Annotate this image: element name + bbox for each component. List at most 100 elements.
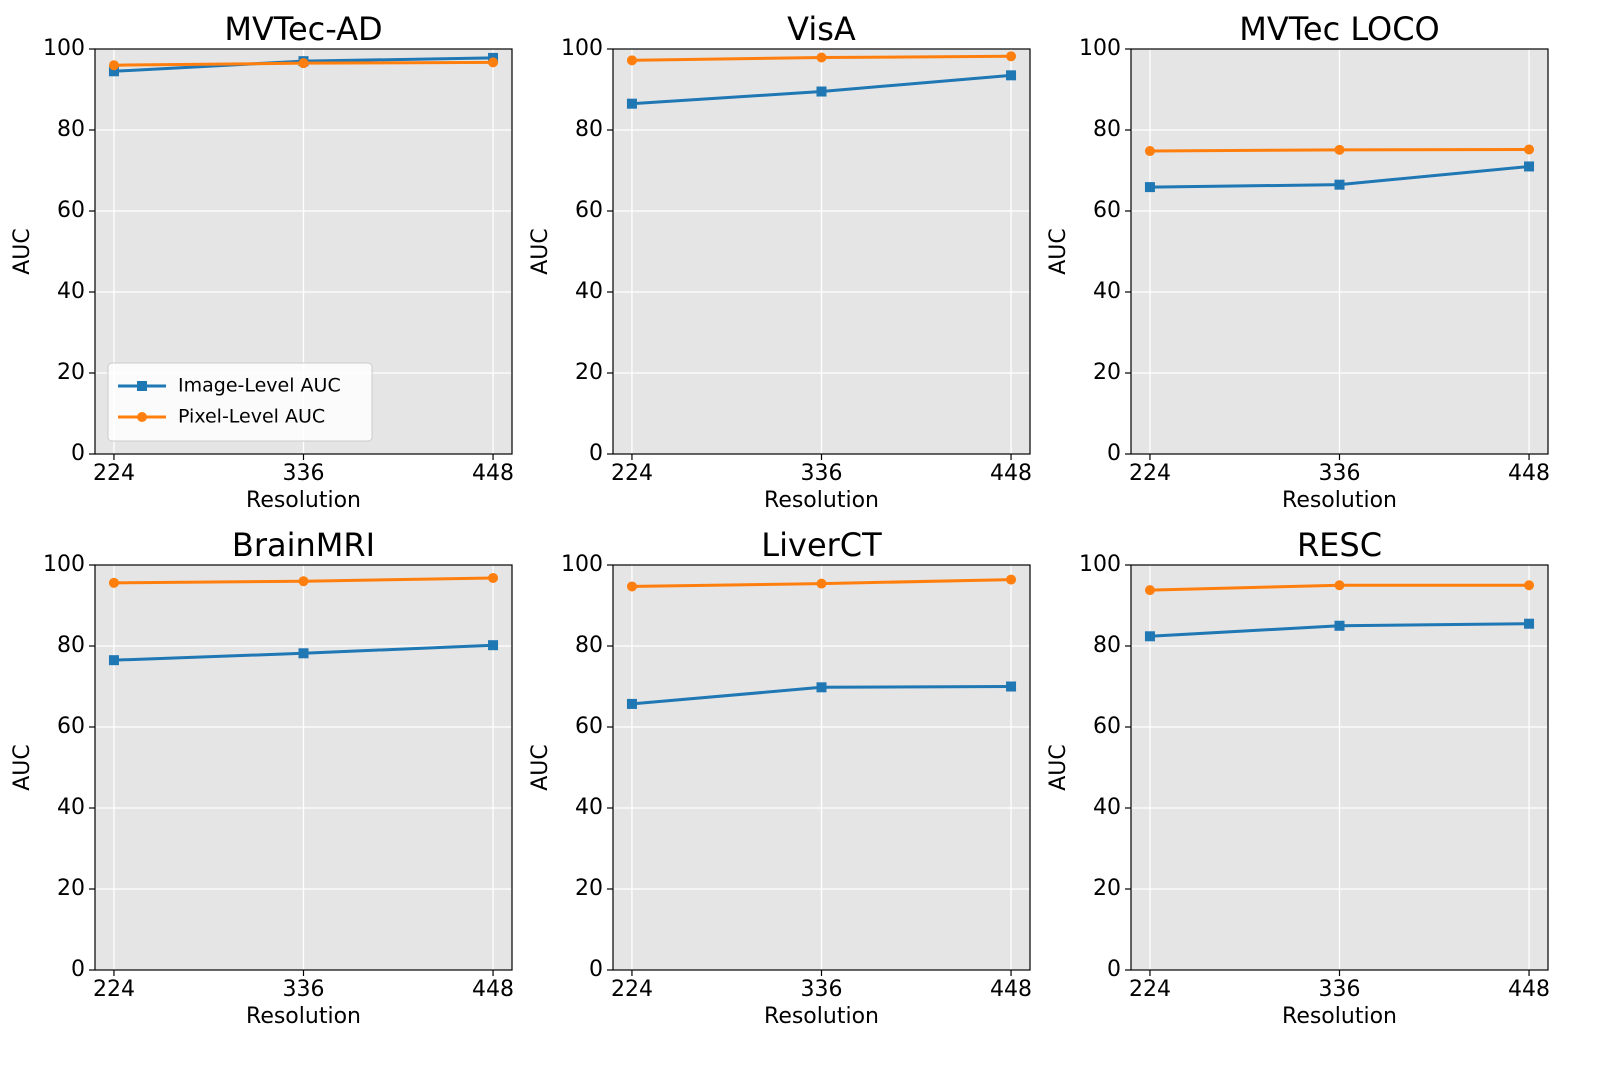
y-tick-label: 20	[1093, 360, 1121, 385]
marker	[626, 581, 637, 592]
marker	[488, 640, 499, 651]
y-tick-label: 60	[575, 198, 603, 223]
x-tick-label: 448	[472, 977, 514, 1002]
y-tick-label: 80	[57, 633, 85, 658]
y-tick-label: 100	[561, 552, 603, 577]
x-tick-label: 448	[472, 461, 514, 486]
marker	[1334, 580, 1345, 591]
y-tick-label: 0	[1107, 957, 1121, 982]
legend-box	[107, 362, 373, 442]
x-tick-label: 224	[93, 461, 135, 486]
marker	[1524, 580, 1535, 591]
y-tick-label: 40	[57, 795, 85, 820]
x-tick-label: 224	[611, 461, 653, 486]
y-tick-label: 0	[71, 441, 85, 466]
x-tick-label: 224	[93, 977, 135, 1002]
marker	[298, 576, 309, 587]
x-tick-label: 448	[1508, 461, 1550, 486]
y-tick-label: 20	[1093, 876, 1121, 901]
y-tick-label: 40	[575, 279, 603, 304]
axes-frame	[612, 564, 1031, 971]
marker	[108, 60, 119, 71]
marker	[816, 86, 827, 97]
marker	[626, 55, 637, 66]
y-tick-label: 80	[575, 633, 603, 658]
marker	[1006, 70, 1017, 81]
x-axis-label: Resolution	[1282, 1004, 1397, 1029]
marker	[298, 648, 309, 659]
x-axis-label: Resolution	[764, 488, 879, 513]
x-tick-label: 224	[1129, 461, 1171, 486]
marker	[816, 682, 827, 693]
y-axis-label: AUC	[10, 744, 35, 791]
marker	[1334, 620, 1345, 631]
y-axis-label: AUC	[528, 228, 553, 275]
x-tick-label: 448	[990, 977, 1032, 1002]
y-tick-label: 100	[43, 552, 85, 577]
chart-title: MVTec-AD	[224, 10, 382, 48]
x-tick-label: 336	[801, 461, 843, 486]
axes-frame	[612, 48, 1031, 455]
marker	[1334, 144, 1345, 155]
marker	[108, 655, 119, 666]
y-axis-label: AUC	[1046, 228, 1071, 275]
marker	[1524, 144, 1535, 155]
marker	[816, 52, 827, 63]
x-axis-label: Resolution	[246, 1004, 361, 1029]
marker	[1524, 161, 1535, 172]
x-tick-label: 336	[801, 977, 843, 1002]
axes-frame	[1130, 48, 1549, 455]
marker	[137, 412, 147, 422]
marker	[298, 58, 309, 69]
chart-title: LiverCT	[761, 526, 882, 564]
y-tick-label: 0	[589, 441, 603, 466]
axes-frame	[1130, 564, 1549, 971]
marker	[108, 66, 119, 77]
x-tick-label: 448	[990, 461, 1032, 486]
axes-frame	[94, 48, 513, 455]
y-tick-label: 40	[575, 795, 603, 820]
marker	[816, 578, 827, 589]
x-axis-label: Resolution	[246, 488, 361, 513]
y-tick-label: 80	[57, 117, 85, 142]
y-axis-label: AUC	[10, 228, 35, 275]
x-tick-label: 224	[1129, 977, 1171, 1002]
y-tick-label: 0	[1107, 441, 1121, 466]
marker	[137, 381, 147, 391]
marker	[1524, 618, 1535, 629]
chart-title: VisA	[787, 10, 856, 48]
x-tick-label: 224	[611, 977, 653, 1002]
marker	[1144, 631, 1155, 642]
marker	[1144, 585, 1155, 596]
y-tick-label: 60	[57, 198, 85, 223]
y-tick-label: 20	[57, 876, 85, 901]
x-tick-label: 336	[283, 977, 325, 1002]
legend-label: Image-Level AUC	[178, 375, 341, 397]
y-tick-label: 60	[57, 714, 85, 739]
x-tick-label: 336	[1319, 461, 1361, 486]
y-tick-label: 60	[1093, 714, 1121, 739]
marker	[488, 57, 499, 68]
marker	[108, 577, 119, 588]
legend-label: Pixel-Level AUC	[178, 406, 325, 428]
y-axis-label: AUC	[528, 744, 553, 791]
chart-title: RESC	[1297, 526, 1382, 564]
marker	[1006, 681, 1017, 692]
y-tick-label: 100	[43, 36, 85, 61]
y-tick-label: 80	[1093, 117, 1121, 142]
y-tick-label: 40	[57, 279, 85, 304]
y-axis-label: AUC	[1046, 744, 1071, 791]
y-tick-label: 0	[71, 957, 85, 982]
chart-title: MVTec LOCO	[1239, 10, 1439, 48]
marker	[626, 698, 637, 709]
y-tick-label: 100	[1079, 36, 1121, 61]
x-axis-label: Resolution	[1282, 488, 1397, 513]
x-tick-label: 336	[1319, 977, 1361, 1002]
y-tick-label: 20	[575, 360, 603, 385]
marker	[1334, 179, 1345, 190]
y-tick-label: 20	[57, 360, 85, 385]
marker	[626, 98, 637, 109]
axes-frame	[94, 564, 513, 971]
y-tick-label: 100	[1079, 552, 1121, 577]
